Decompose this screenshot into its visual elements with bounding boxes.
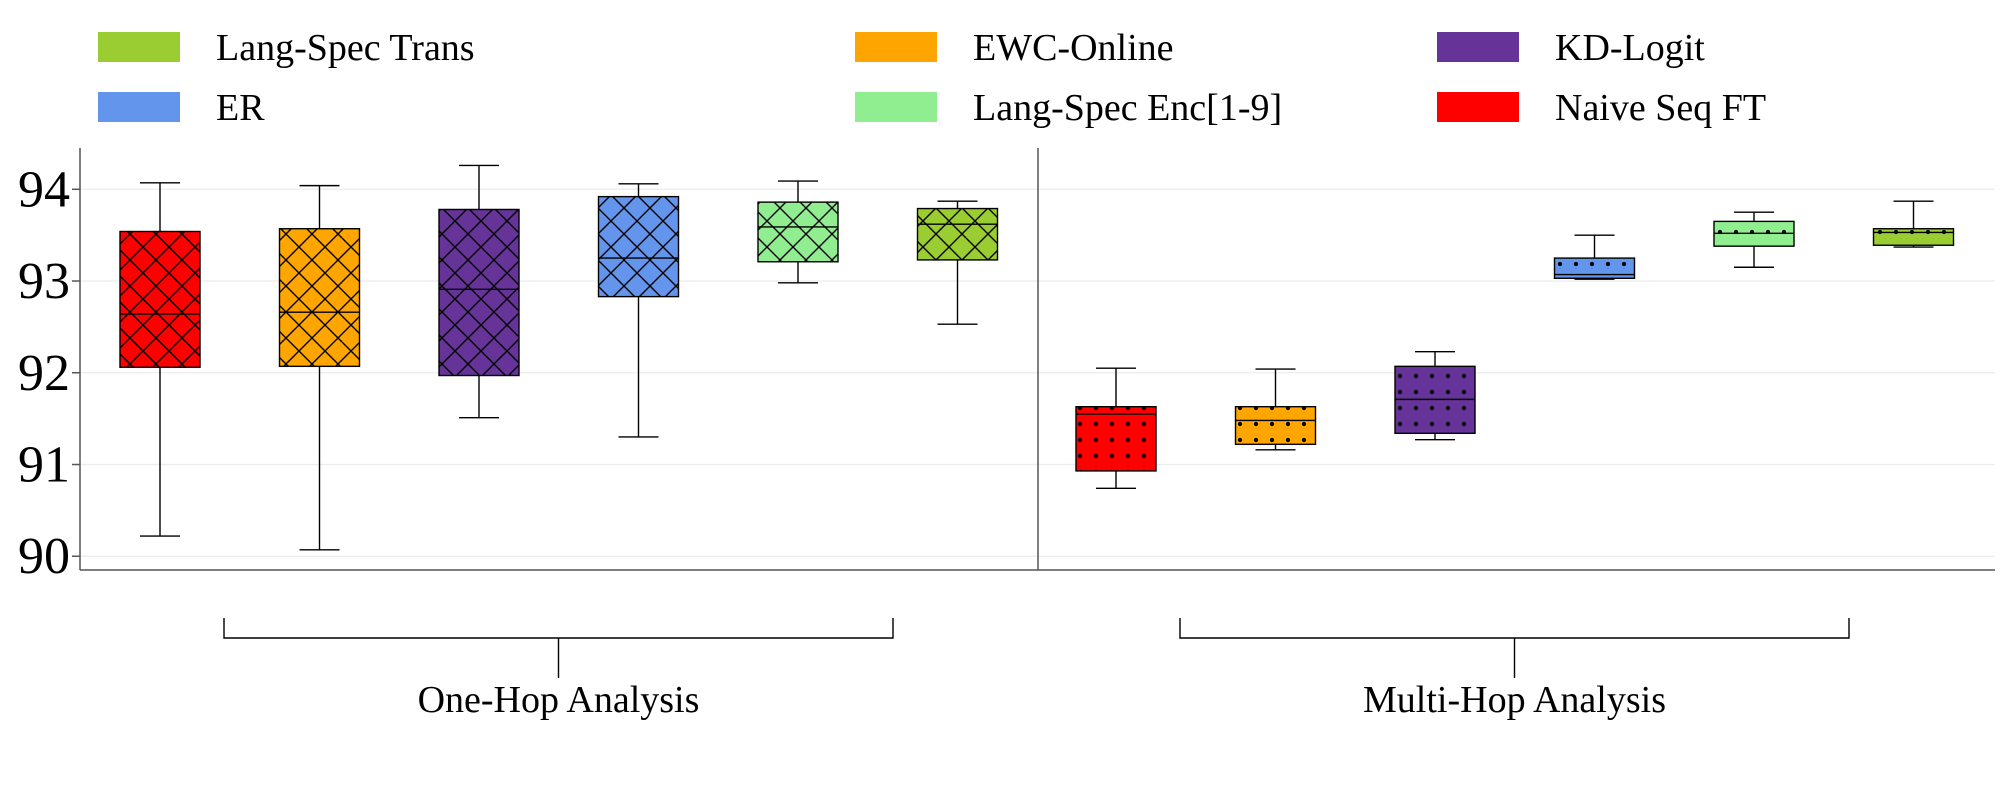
legend-label-er: ER (216, 87, 265, 129)
box-one-hop-analysis-lang-spec-trans (916, 200, 999, 325)
box-series (119, 164, 1955, 551)
box-hatch-multi-hop-analysis-ewc-online (1234, 406, 1317, 446)
box-one-hop-analysis-kd-logit (438, 164, 520, 419)
legend-label-ewc-online: EWC-Online (973, 27, 1174, 69)
box-hatch-multi-hop-analysis-lang-spec-trans (1872, 228, 1955, 246)
y-tick-label-92: 92 (18, 345, 70, 402)
box-one-hop-analysis-lang-spec-enc-1-9 (757, 180, 839, 284)
legend-label-naive-seq-ft: Naive Seq FT (1555, 87, 1766, 129)
box-hatch-one-hop-analysis-er (597, 195, 680, 298)
box-hatch-one-hop-analysis-naive-seq-ft (119, 230, 201, 368)
box-multi-hop-analysis-kd-logit (1394, 350, 1476, 441)
group-multi-hop-analysis (1075, 200, 1955, 490)
y-tick-label-93: 93 (18, 253, 70, 310)
box-multi-hop-analysis-er (1553, 234, 1636, 280)
legend-item-ewc-online: EWC-Online (855, 27, 1174, 69)
box-hatch-one-hop-analysis-kd-logit (438, 208, 520, 377)
legend-label-kd-logit: KD-Logit (1555, 27, 1705, 69)
legend-swatch-lang-spec-enc-1-9 (855, 92, 937, 122)
legend-swatch-kd-logit (1437, 32, 1519, 62)
box-hatch-multi-hop-analysis-naive-seq-ft (1075, 406, 1157, 472)
legend-item-kd-logit: KD-Logit (1437, 27, 1705, 69)
group-label-one-hop-analysis: One-Hop Analysis (418, 679, 700, 721)
box-multi-hop-analysis-naive-seq-ft (1075, 367, 1157, 490)
box-hatch-one-hop-analysis-lang-spec-trans (916, 207, 999, 261)
legend-label-lang-spec-enc-1-9: Lang-Spec Enc[1-9] (973, 87, 1282, 129)
box-multi-hop-analysis-ewc-online (1234, 368, 1317, 451)
bracket-multi-hop-analysis: Multi-Hop Analysis (1179, 618, 1850, 721)
legend-item-lang-spec-trans: Lang-Spec Trans (98, 27, 475, 69)
legend-item-naive-seq-ft: Naive Seq FT (1437, 87, 1766, 129)
legend-item-er: ER (98, 87, 265, 129)
box-hatch-multi-hop-analysis-er (1553, 257, 1636, 279)
legend-swatch-naive-seq-ft (1437, 92, 1519, 122)
box-hatch-one-hop-analysis-lang-spec-enc-1-9 (757, 201, 839, 263)
box-hatch-one-hop-analysis-ewc-online (278, 228, 361, 368)
y-tick-label-94: 94 (18, 161, 70, 218)
legend-swatch-lang-spec-trans (98, 32, 180, 62)
y-tick-labels: 90 91 92 93 94 (18, 161, 80, 585)
box-one-hop-analysis-ewc-online (278, 184, 361, 551)
box-one-hop-analysis-naive-seq-ft (119, 182, 201, 537)
legend-swatch-er (98, 92, 180, 122)
axes (79, 148, 1995, 571)
box-one-hop-analysis-er (597, 183, 680, 438)
y-tick-label-91: 91 (18, 437, 70, 494)
legend-swatch-ewc-online (855, 32, 937, 62)
group-brackets: One-Hop Analysis Multi-Hop Analysis (223, 618, 1850, 721)
group-one-hop-analysis (119, 164, 999, 551)
legend-item-lang-spec-enc-1-9: Lang-Spec Enc[1-9] (855, 87, 1282, 129)
y-tick-label-90: 90 (18, 528, 70, 585)
bracket-one-hop-analysis: One-Hop Analysis (223, 618, 894, 721)
box-multi-hop-analysis-lang-spec-enc-1-9 (1713, 211, 1795, 268)
legend: Lang-Spec Trans ER EWC-Online Lang-Spec Enc… (98, 27, 1766, 129)
legend-label-lang-spec-trans: Lang-Spec Trans (216, 27, 475, 69)
bracket-line-one-hop-analysis (223, 618, 894, 678)
group-label-multi-hop-analysis: Multi-Hop Analysis (1363, 679, 1666, 721)
box-multi-hop-analysis-lang-spec-trans (1872, 200, 1955, 248)
bracket-line-multi-hop-analysis (1179, 618, 1850, 678)
